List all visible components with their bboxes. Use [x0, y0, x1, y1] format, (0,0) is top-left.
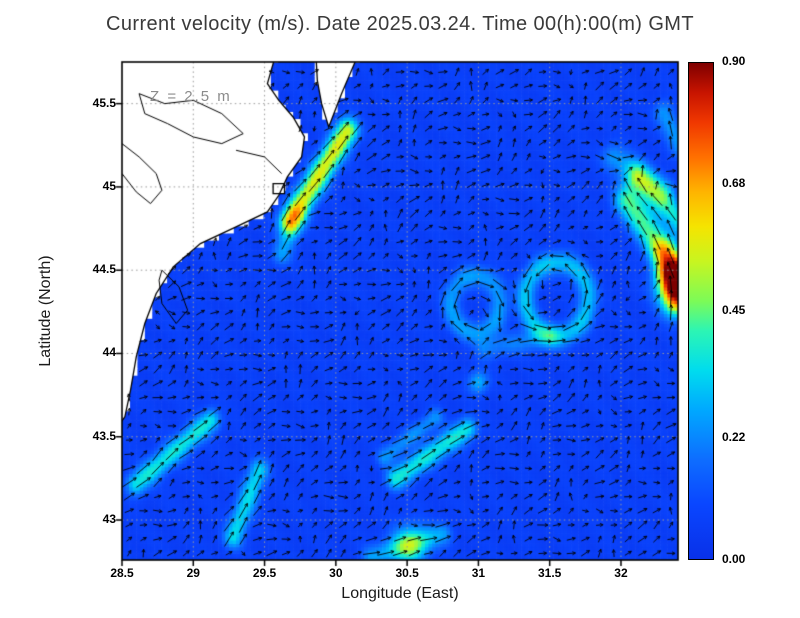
x-tick-label: 30 — [329, 566, 343, 580]
y-tick-label: 44 — [102, 345, 116, 360]
y-tick-label: 43 — [102, 512, 116, 527]
colorbar-tick-label: 0.68 — [722, 175, 746, 190]
x-tick-label: 31 — [471, 566, 486, 580]
x-tick-label: 30.5 — [395, 566, 419, 580]
y-tick-label: 44.5 — [92, 262, 116, 277]
chart-title: Current velocity (m/s). Date 2025.03.24.… — [106, 13, 694, 35]
colorbar-tick-label: 0.45 — [722, 303, 746, 317]
x-tick-label: 29 — [186, 566, 200, 580]
y-tick-label: 45.5 — [92, 95, 116, 110]
depth-annotation: Z = 2.5 m — [150, 88, 232, 105]
x-tick-label: 29.5 — [252, 566, 277, 580]
x-tick-label: 31.5 — [538, 566, 562, 580]
colorbar-tick-label: 0.00 — [722, 552, 746, 566]
y-axis-label: Latitude (North) — [37, 255, 54, 367]
y-tick-label: 45 — [102, 178, 116, 193]
colorbar-tick-label: 0.90 — [722, 54, 746, 68]
x-axis-label: Longitude (East) — [341, 585, 459, 602]
colorbar-tick-label: 0.22 — [722, 430, 746, 445]
colorbar-gradient — [688, 62, 714, 560]
y-tick-label: 43.5 — [92, 428, 116, 443]
x-tick-label: 28.5 — [110, 566, 134, 580]
x-tick-label: 32 — [614, 566, 628, 580]
